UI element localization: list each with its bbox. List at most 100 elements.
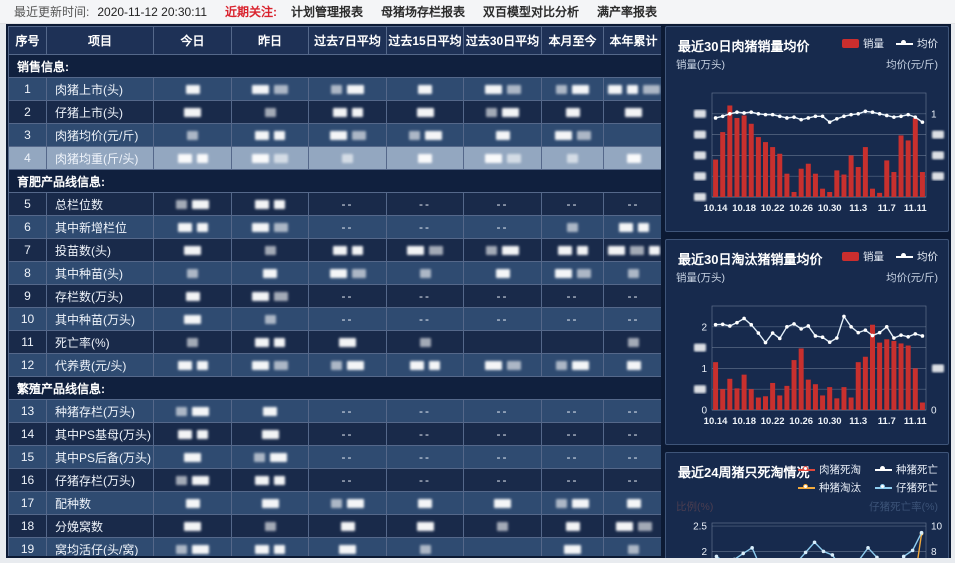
column-header[interactable]: 昨日 <box>231 26 309 55</box>
table-row[interactable]: 15 其中PS后备(万头) -- -- -- -- -- <box>8 445 661 469</box>
legend-item[interactable]: 肉猪死淘 <box>798 462 861 477</box>
legend-item[interactable]: 仔猪死亡 <box>875 480 938 495</box>
legend-item[interactable]: 均价 <box>896 249 938 264</box>
data-cell <box>153 146 232 170</box>
table-row[interactable]: 6 其中新增栏位 -- -- -- <box>8 215 661 239</box>
topbar-report-link[interactable]: 双百模型对比分析 <box>483 5 580 19</box>
redacted-value <box>264 315 276 325</box>
data-cell <box>231 537 309 556</box>
redacted-value <box>176 407 187 417</box>
bar <box>912 117 918 197</box>
column-header[interactable]: 序号 <box>8 26 47 55</box>
topbar-report-link[interactable]: 计划管理报表 <box>291 5 364 19</box>
bar <box>812 173 818 197</box>
column-header[interactable]: 本月至今 <box>541 26 604 55</box>
data-cell: -- <box>386 422 464 446</box>
table-row[interactable]: 16 仔猪存栏(万头) -- -- -- -- -- <box>8 468 661 492</box>
table-row[interactable]: 5 总栏位数 -- -- -- -- -- <box>8 192 661 216</box>
bar <box>827 192 833 197</box>
table-row[interactable]: 4 肉猪均重(斤/头) <box>8 146 661 170</box>
report-table: 序号 项目 今日 昨日 过去7日平均 过去15日平均 过去30日平均 本月至今 本年累计 销售信息… <box>8 26 661 556</box>
data-cell <box>308 261 387 285</box>
data-cell <box>386 537 464 556</box>
redacted-value <box>177 154 192 164</box>
bar <box>755 137 761 197</box>
row-number: 19 <box>8 537 47 556</box>
legend-label: 均价 <box>917 251 938 263</box>
data-cell: -- <box>308 445 387 469</box>
data-point <box>820 335 825 339</box>
data-point <box>770 112 775 117</box>
table-row[interactable]: 12 代养费(元/头) <box>8 353 661 377</box>
column-header[interactable]: 项目 <box>46 26 154 55</box>
data-cell <box>386 261 464 285</box>
data-cell <box>231 330 309 354</box>
table-row[interactable]: 14 其中PS基母(万头) -- -- -- -- -- <box>8 422 661 446</box>
legend-item[interactable]: 销量 <box>842 36 884 51</box>
data-point <box>913 332 918 336</box>
data-cell <box>386 123 464 147</box>
topbar-report-link[interactable]: 母猪场存栏报表 <box>381 5 466 19</box>
redacted-value <box>506 85 521 95</box>
table-row[interactable]: 18 分娩窝数 <box>8 514 661 538</box>
table-row[interactable]: 10 其中种苗(万头) -- -- -- -- -- <box>8 307 661 331</box>
table-row[interactable]: 7 投苗数(头) <box>8 238 661 262</box>
data-cell: -- <box>541 422 604 446</box>
legend-item[interactable]: 销量 <box>842 249 884 264</box>
topbar: 最近更新时间: 2020-11-12 20:30:11 近期关注: 计划管理报表… <box>0 0 955 24</box>
redacted-value <box>419 269 431 279</box>
table-row[interactable]: 19 窝均活仔(头/窝) <box>8 537 661 556</box>
column-header[interactable]: 过去30日平均 <box>463 26 542 55</box>
chart-legend: 销量 均价 <box>842 36 938 51</box>
bar <box>820 395 826 410</box>
data-cell: -- <box>386 468 464 492</box>
y-axis-label-left: 销量(万头) <box>676 272 725 284</box>
data-cell <box>463 330 542 354</box>
legend-label: 均价 <box>917 38 938 50</box>
bar <box>763 142 768 197</box>
x-tick-label: 10.22 <box>761 416 785 427</box>
topbar-report-link[interactable]: 满产率报表 <box>597 5 658 19</box>
redacted-value <box>484 154 502 164</box>
column-header[interactable]: 过去15日平均 <box>386 26 464 55</box>
redacted-value <box>554 131 572 141</box>
redacted-value <box>351 246 363 256</box>
column-header[interactable]: 本年累计 <box>603 26 661 55</box>
data-cell <box>386 77 464 101</box>
data-point <box>756 112 761 116</box>
redacted-value <box>347 361 364 371</box>
redacted-value <box>347 85 364 95</box>
table-row[interactable]: 11 死亡率(%) <box>8 330 661 354</box>
table-row[interactable]: 13 种猪存栏(万头) -- -- -- -- -- <box>8 399 661 423</box>
table-row[interactable]: 3 肉猪均价(元/斤) <box>8 123 661 147</box>
data-cell <box>463 514 542 538</box>
bar <box>919 172 925 197</box>
data-point <box>877 112 882 116</box>
redacted-value <box>261 499 279 509</box>
redacted-value <box>196 223 208 233</box>
chart-plot: 1.56282.510 <box>693 522 943 558</box>
data-point <box>770 331 775 335</box>
legend-item[interactable]: 种猪淘汰 <box>798 480 861 495</box>
table-row[interactable]: 9 存栏数(万头) -- -- -- -- -- <box>8 284 661 308</box>
data-cell <box>603 330 661 354</box>
legend-label: 销量 <box>863 251 884 263</box>
table-row[interactable]: 2 仔猪上市(头) <box>8 100 661 124</box>
column-header[interactable]: 今日 <box>153 26 232 55</box>
table-row[interactable]: 1 肉猪上市(头) <box>8 77 661 101</box>
redacted-value <box>176 545 187 555</box>
bar <box>862 147 868 197</box>
legend-item[interactable]: 均价 <box>896 36 938 51</box>
row-number: 17 <box>8 491 47 515</box>
table-row[interactable]: 17 配种数 <box>8 491 661 515</box>
chart-panel: 最近30日肉猪销量均价 销量 均价 销量(万头) 均价(元/斤) 1 10.14 10.18 1… <box>665 26 949 232</box>
bar <box>919 402 925 410</box>
data-cell: -- <box>603 307 661 331</box>
legend-item[interactable]: 种猪死亡 <box>875 462 938 477</box>
data-cell: -- <box>541 445 604 469</box>
table-row[interactable]: 8 其中种苗(头) <box>8 261 661 285</box>
redacted-value <box>269 453 287 463</box>
data-cell <box>153 284 232 308</box>
data-cell: -- <box>541 307 604 331</box>
column-header[interactable]: 过去7日平均 <box>308 26 387 55</box>
